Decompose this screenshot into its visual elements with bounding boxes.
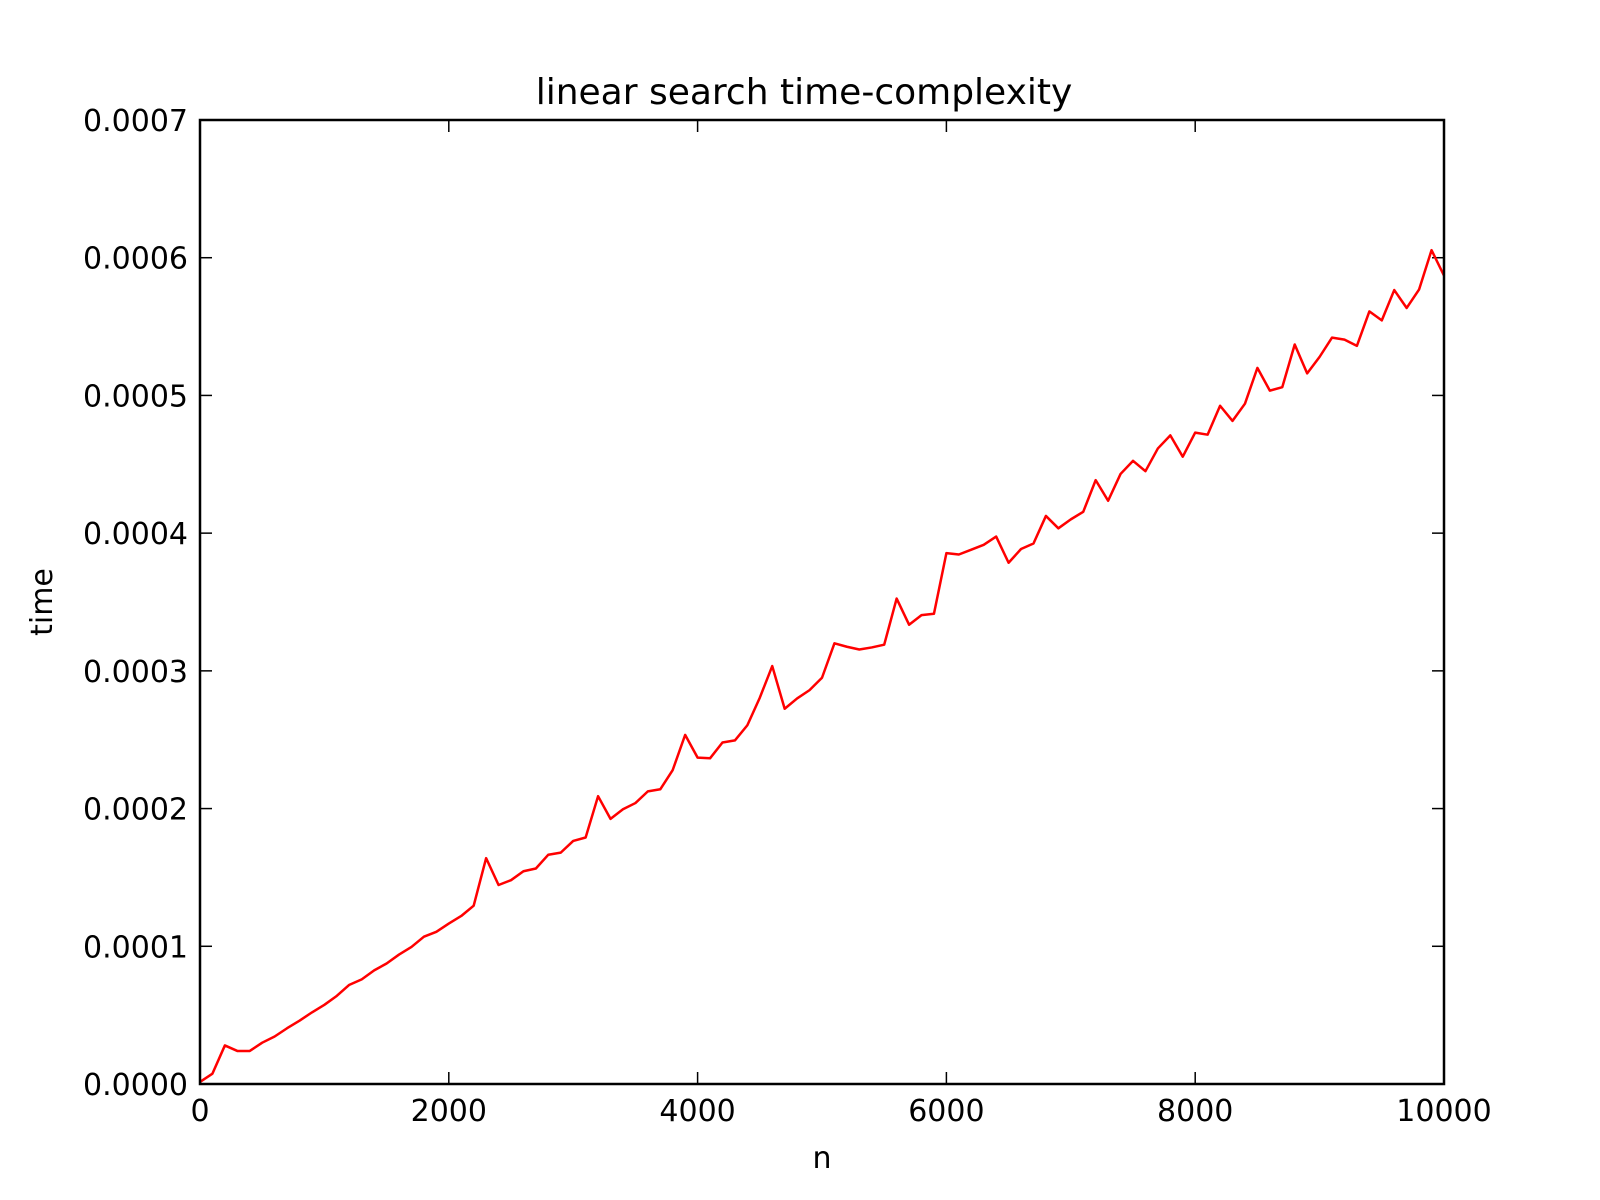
plot-frame	[198, 118, 1446, 1086]
y-tick-label: 0.0001	[83, 930, 188, 965]
y-tick-label: 0.0007	[83, 104, 188, 139]
y-tick-label: 0.0004	[83, 517, 188, 552]
x-tick-label: 8000	[1157, 1094, 1233, 1129]
plot-area	[199, 248, 1446, 1083]
x-axis-label: n	[812, 1141, 831, 1176]
x-tick-label: 0	[190, 1094, 209, 1129]
x-tick-label: 2000	[411, 1094, 487, 1129]
y-tick-label: 0.0002	[83, 793, 188, 828]
y-tick-label: 0.0006	[83, 242, 188, 277]
series-line	[199, 248, 1446, 1083]
y-axis-label: time	[25, 568, 60, 636]
chart-title: linear search time-complexity	[536, 72, 1073, 113]
x-tick-label: 6000	[908, 1094, 984, 1129]
x-axis: 0 2000 4000 6000 8000 10000	[190, 120, 1492, 1129]
y-tick-label: 0.0005	[83, 379, 188, 414]
y-tick-label: 0.0003	[83, 655, 188, 690]
y-tick-label: 0.0000	[83, 1068, 188, 1103]
x-tick-label: 4000	[659, 1094, 735, 1129]
y-axis: 0.0000 0.0001 0.0002 0.0003 0.0004 0.0005 0.00…	[83, 104, 1444, 1103]
x-tick-label: 10000	[1396, 1094, 1491, 1129]
